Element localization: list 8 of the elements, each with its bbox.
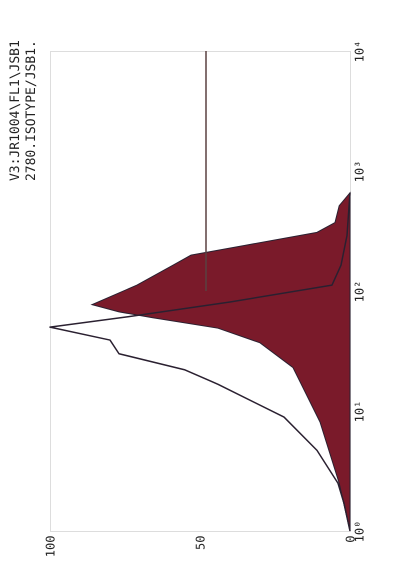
text: V3:JR1004\FL1\JSB1 (8, 40, 23, 182)
x-tick-label: 50 (194, 536, 208, 550)
text: 2780.ISOTYPE/JSB1. (24, 40, 39, 182)
y-tick-label: 10² (352, 280, 366, 302)
y-tick-label: 10¹ (352, 400, 366, 422)
x-tick-label: 100 (44, 536, 58, 558)
y-tick-label: 10³ (352, 160, 366, 182)
y-tick-label: 10⁴ (352, 40, 366, 62)
